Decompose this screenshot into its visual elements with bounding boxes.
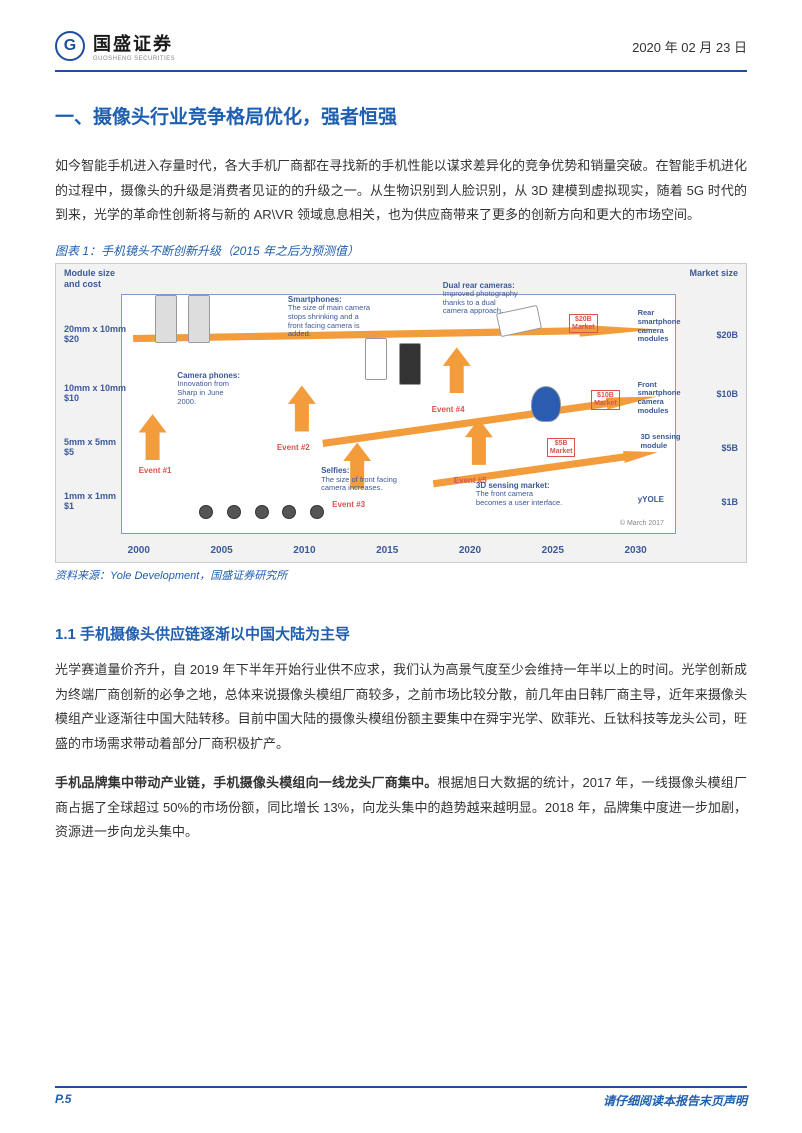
event-label-2: Event #2 (277, 443, 310, 452)
phone-icon (399, 343, 421, 385)
right-label-front: Front smartphone camera modules (638, 381, 681, 416)
annot-3d-sensing: 3D sensing market: The front camera beco… (476, 481, 562, 507)
x-tick: 2020 (459, 545, 481, 556)
section-1-1-para-1: 光学赛道量价齐升，自 2019 年下半年开始行业供不应求，我们认为高景气度至少会… (55, 658, 747, 757)
logo-mark-icon: G (55, 31, 85, 61)
footer-disclaimer: 请仔细阅读本报告末页声明 (603, 1092, 747, 1109)
lens-icon (199, 505, 213, 519)
lens-icon (310, 505, 324, 519)
event-arrow (139, 414, 167, 460)
figure-1-source: 资料来源：Yole Development，国盛证券研究所 (55, 567, 747, 583)
lens-icon (227, 505, 241, 519)
market-box-20b: $20B Market (569, 314, 598, 333)
market-box-10b: $10B Market (591, 390, 620, 409)
chart-plot-area: Event #1 Event #2 Event #3 Event #4 Even… (121, 294, 676, 534)
company-logo: G 国盛证券 GUOSHENG SECURITIES (55, 30, 175, 62)
event-arrow (443, 347, 471, 393)
page-footer: P.5 请仔细阅读本报告末页声明 (55, 1086, 747, 1109)
head-icon (531, 386, 561, 422)
page-header: G 国盛证券 GUOSHENG SECURITIES 2020 年 02 月 2… (55, 30, 747, 72)
x-tick: 2025 (542, 545, 564, 556)
phone-icon (365, 338, 387, 380)
y-left-tick: 1mm x 1mm$1 (64, 491, 116, 511)
phone-icon (155, 295, 177, 343)
y-right-tick: $10B (716, 389, 738, 399)
company-name-en: GUOSHENG SECURITIES (93, 56, 175, 62)
y-left-tick: 5mm x 5mm$5 (64, 437, 116, 457)
y-left-tick: 20mm x 10mm$20 (64, 324, 126, 344)
yole-logo: yYOLE (638, 495, 664, 504)
annot-selfies: Selfies: The size of front facing camera… (321, 466, 397, 492)
chart-copyright: © March 2017 (620, 520, 664, 528)
figure-1-chart: Module size and cost Market size Event #… (55, 263, 747, 563)
lens-icon (255, 505, 269, 519)
annot-camera-phones: Camera phones: Innovation from Sharp in … (177, 371, 240, 406)
event-arrow (288, 386, 316, 432)
report-date: 2020 年 02 月 23 日 (632, 37, 747, 56)
x-tick: 2005 (210, 545, 232, 556)
company-name: 国盛证券 (93, 30, 175, 56)
right-label-rear: Rear smartphone camera modules (638, 309, 681, 344)
section-1-1-title: 1.1 手机摄像头供应链逐渐以中国大陆为主导 (55, 623, 747, 644)
section-1-para-1: 如今智能手机进入存量时代，各大手机厂商都在寻找新的手机性能以谋求差异化的竞争优势… (55, 154, 747, 228)
annot-smartphones: Smartphones: The size of main camera sto… (288, 295, 370, 339)
page: G 国盛证券 GUOSHENG SECURITIES 2020 年 02 月 2… (0, 0, 802, 889)
figure-1-caption: 图表 1：手机镜头不断创新升级（2015 年之后为预测值） (55, 242, 747, 259)
y-right-tick: $5B (721, 443, 738, 453)
page-number: P.5 (55, 1092, 71, 1109)
section-1-1-para-2: 手机品牌集中带动产业链，手机摄像头模组向一线龙头厂商集中。根据旭日大数据的统计，… (55, 771, 747, 845)
y-right-tick: $20B (716, 330, 738, 340)
y-right-axis-title: Market size (689, 268, 738, 278)
annot-dual: Dual rear cameras: Improved photography … (443, 281, 518, 316)
section-1-title: 一、摄像头行业竞争格局优化，强者恒强 (55, 102, 747, 129)
event-label-4: Event #4 (432, 405, 465, 414)
event-label-1: Event #1 (139, 466, 172, 475)
para-2-lead: 手机品牌集中带动产业链，手机摄像头模组向一线龙头厂商集中。 (55, 775, 437, 790)
logo-text-block: 国盛证券 GUOSHENG SECURITIES (93, 30, 175, 62)
x-tick: 2000 (128, 545, 150, 556)
x-tick: 2015 (376, 545, 398, 556)
y-right-tick: $1B (721, 497, 738, 507)
x-tick: 2010 (293, 545, 315, 556)
right-label-3d: 3D sensing module (641, 433, 681, 450)
x-tick: 2030 (624, 545, 646, 556)
y-left-tick: 10mm x 10mm$10 (64, 383, 126, 403)
phone-icon (188, 295, 210, 343)
y-left-axis-title: Module size and cost (64, 268, 115, 290)
market-box-5b: $5B Market (547, 438, 576, 457)
lens-icon (282, 505, 296, 519)
event-label-3: Event #3 (332, 500, 365, 509)
